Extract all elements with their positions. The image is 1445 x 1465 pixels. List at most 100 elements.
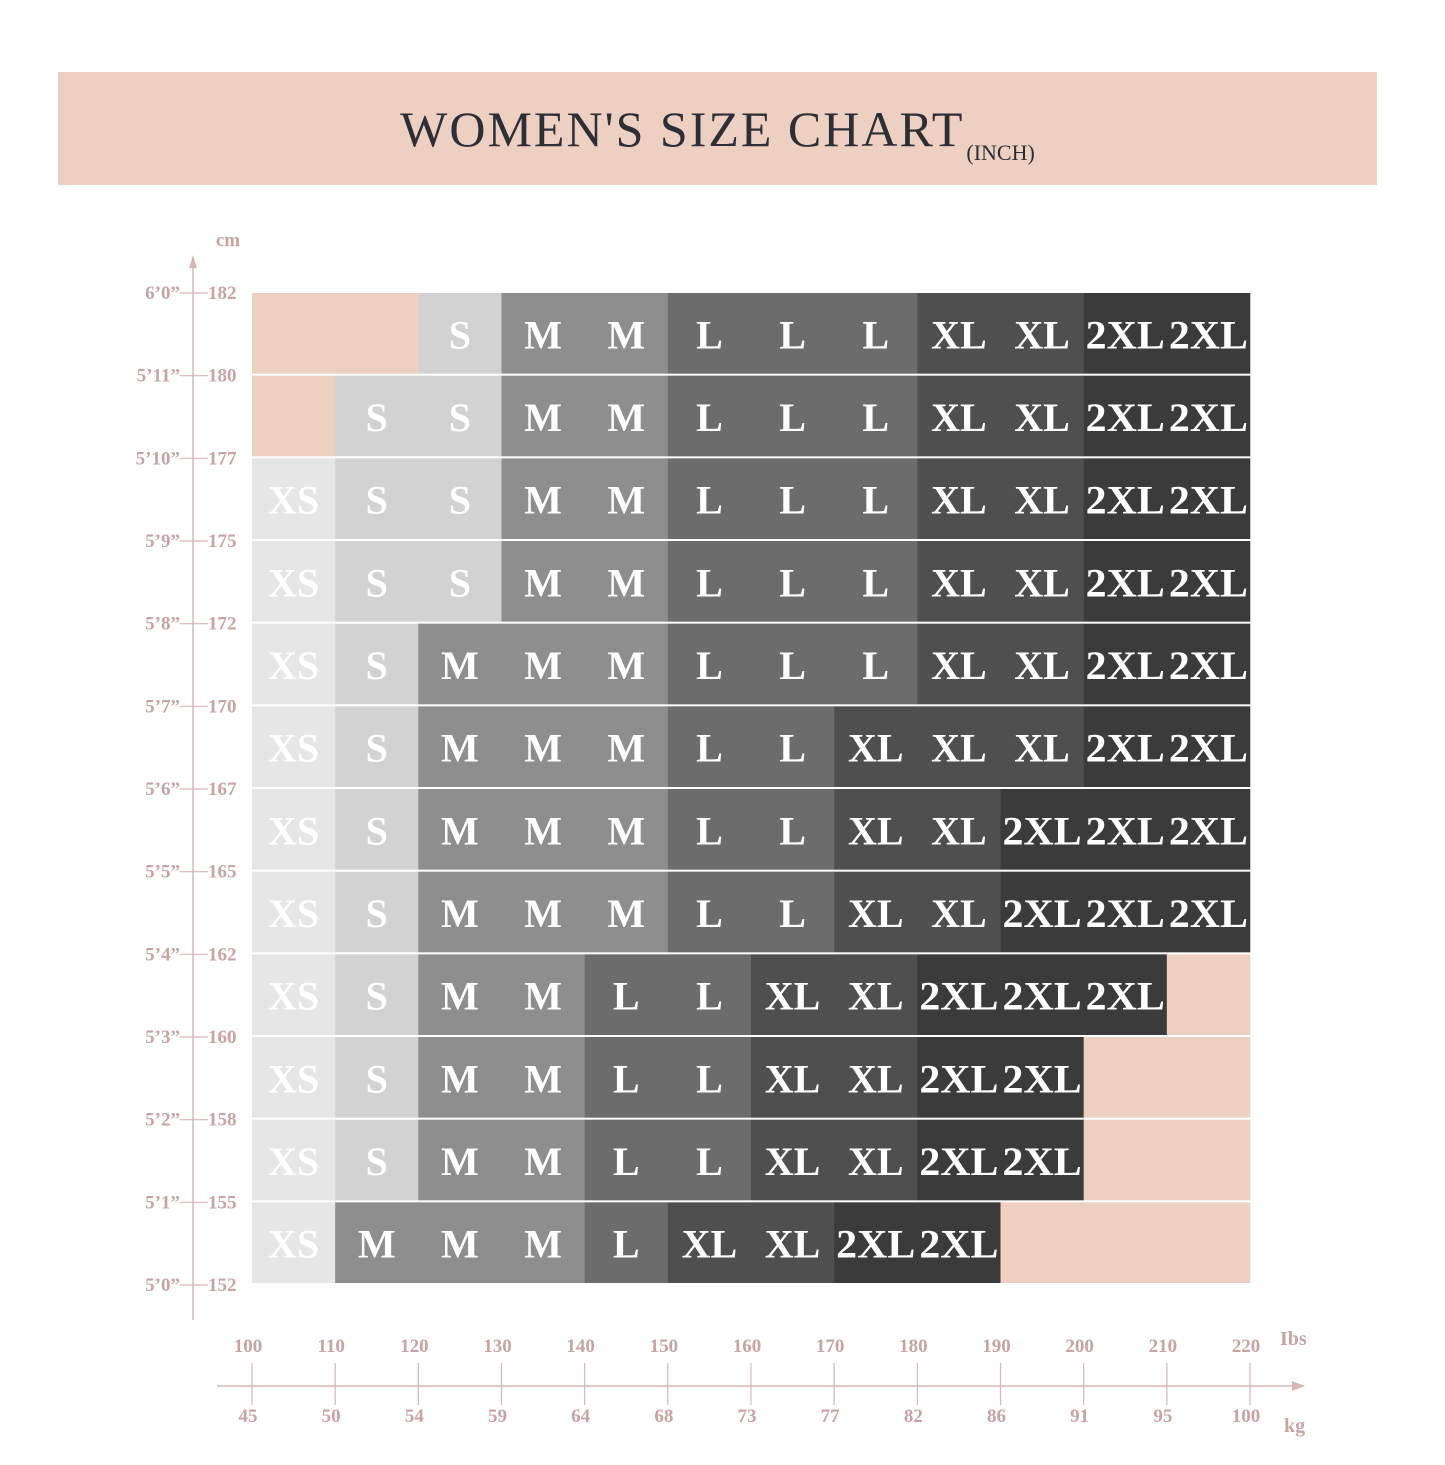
size-block xyxy=(1000,789,1251,870)
height-inch-label: 5’6” xyxy=(145,779,180,800)
size-label: 2XL xyxy=(1086,974,1165,1019)
weight-kg-label: 50 xyxy=(322,1406,341,1427)
size-label: 2XL xyxy=(1086,808,1165,853)
size-label: M xyxy=(441,726,479,771)
size-block xyxy=(501,541,669,622)
chart-title-main: WOMEN'S SIZE CHART xyxy=(400,101,965,157)
size-label: M xyxy=(607,891,645,936)
height-cm-label: 180 xyxy=(208,366,237,387)
size-label: 2XL xyxy=(1169,478,1248,523)
size-label: XS xyxy=(268,643,319,688)
size-label: L xyxy=(779,478,806,523)
size-label: XL xyxy=(1014,726,1070,771)
height-inch-label: 5’9” xyxy=(145,531,180,552)
size-label: XL xyxy=(931,891,987,936)
size-label: XL xyxy=(931,643,987,688)
size-block xyxy=(418,1119,585,1201)
height-cm-label: 160 xyxy=(208,1027,237,1048)
size-label: L xyxy=(779,643,806,688)
size-label: XL xyxy=(848,808,904,853)
size-block xyxy=(335,706,419,787)
size-label: XL xyxy=(848,891,904,936)
size-label: M xyxy=(358,1222,396,1267)
size-label: 2XL xyxy=(1086,891,1165,936)
size-block xyxy=(335,458,502,539)
size-label: XL xyxy=(1014,395,1070,440)
size-label: S xyxy=(366,1139,388,1184)
size-label: 2XL xyxy=(1169,643,1248,688)
size-block xyxy=(584,1037,752,1118)
size-label: XL xyxy=(848,974,904,1019)
size-label: L xyxy=(613,1056,640,1101)
size-label: M xyxy=(607,643,645,688)
size-label: L xyxy=(696,560,723,605)
size-label: M xyxy=(524,478,562,523)
size-label: XS xyxy=(268,1139,319,1184)
size-block xyxy=(667,623,918,705)
size-label: L xyxy=(613,1222,640,1267)
size-label: M xyxy=(607,726,645,771)
size-block xyxy=(584,954,752,1035)
size-label: S xyxy=(366,891,388,936)
size-block xyxy=(252,541,336,622)
size-label: 2XL xyxy=(1003,891,1082,936)
size-block xyxy=(1083,541,1251,622)
size-label: XL xyxy=(931,560,987,605)
height-inch-label: 5’1” xyxy=(145,1192,180,1213)
height-cm-label: 165 xyxy=(208,862,237,883)
height-cm-label: 175 xyxy=(208,531,237,552)
size-label: M xyxy=(441,1222,479,1267)
size-label: S xyxy=(366,1056,388,1101)
size-block xyxy=(335,1202,585,1283)
size-label: M xyxy=(524,643,562,688)
size-block xyxy=(418,623,669,705)
size-block xyxy=(667,541,918,622)
height-inch-label: 6’0” xyxy=(145,283,180,304)
size-block xyxy=(252,706,336,787)
size-label: XL xyxy=(931,312,987,357)
size-block xyxy=(667,375,918,457)
size-block xyxy=(667,458,918,539)
weight-kg-label: 64 xyxy=(571,1406,591,1427)
size-label: XL xyxy=(931,478,987,523)
size-label: M xyxy=(441,808,479,853)
size-label: M xyxy=(441,974,479,1019)
size-label: S xyxy=(366,560,388,605)
size-block xyxy=(252,458,336,539)
size-label: L xyxy=(696,478,723,523)
size-label: 2XL xyxy=(1003,1056,1082,1101)
height-cm-label: 170 xyxy=(208,696,237,717)
size-block xyxy=(335,1119,419,1201)
size-label: M xyxy=(607,808,645,853)
height-inch-label: 5’2” xyxy=(145,1110,180,1131)
weight-kg-label: 82 xyxy=(904,1406,923,1427)
size-label: 2XL xyxy=(919,1222,998,1267)
size-label: S xyxy=(449,478,471,523)
size-label: L xyxy=(779,560,806,605)
size-label: L xyxy=(696,312,723,357)
empty-cell xyxy=(252,375,336,457)
size-label: M xyxy=(607,395,645,440)
size-label: M xyxy=(524,1222,562,1267)
height-inch-label: 5’0” xyxy=(145,1275,180,1296)
size-block xyxy=(252,789,336,870)
size-label: M xyxy=(607,560,645,605)
size-block xyxy=(1000,871,1251,953)
height-cm-label: 152 xyxy=(208,1275,237,1296)
size-label: XL xyxy=(931,726,987,771)
size-label: 2XL xyxy=(1003,974,1082,1019)
size-label: L xyxy=(696,395,723,440)
empty-cell xyxy=(1083,1119,1251,1201)
size-label: M xyxy=(524,312,562,357)
size-label: S xyxy=(366,974,388,1019)
size-block xyxy=(418,1037,585,1118)
size-label: XL xyxy=(1014,478,1070,523)
size-block xyxy=(917,623,1084,705)
chart-title: WOMEN'S SIZE CHART(INCH) xyxy=(58,100,1377,166)
size-label: L xyxy=(779,395,806,440)
size-block xyxy=(834,871,1001,953)
size-block xyxy=(335,789,419,870)
size-label: L xyxy=(862,478,889,523)
size-label: M xyxy=(524,891,562,936)
size-label: XS xyxy=(268,1222,319,1267)
